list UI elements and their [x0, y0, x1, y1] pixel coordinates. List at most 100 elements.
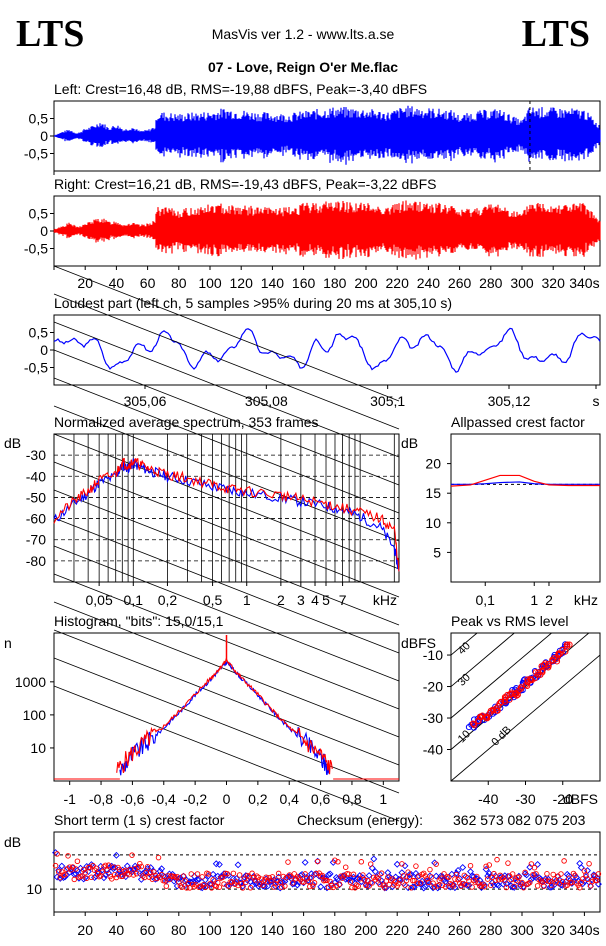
right-waveform-xtick-label: 20	[77, 275, 93, 291]
right-waveform-xtick-label: 60	[140, 275, 156, 291]
crest-point-left	[100, 874, 108, 882]
crest-point-right	[469, 884, 475, 890]
crest-point-right	[503, 884, 510, 891]
spectrum-xtick-label: 5	[322, 592, 330, 608]
crest-point-left	[248, 882, 256, 890]
crest-point-right	[135, 864, 141, 870]
crest-point-right	[488, 882, 494, 889]
crest-point-right	[201, 881, 207, 888]
crest-point-right	[335, 859, 341, 865]
crest-point-left	[424, 877, 432, 885]
histogram-xtick-label: 0,6	[311, 791, 331, 807]
spectrum-xtick-label: 0,05	[86, 592, 113, 608]
crest-point-right	[119, 873, 126, 880]
crest-xtick-label: 20	[77, 922, 93, 938]
crest-point-right	[414, 880, 421, 886]
crest-point-right	[552, 876, 558, 882]
crest-point-right	[202, 884, 209, 891]
crest-point-right	[548, 882, 555, 888]
crest-point-right	[483, 863, 489, 870]
crest-xtick-label: 260	[448, 922, 472, 938]
spectrum-diagonal	[53, 461, 400, 598]
peakrms-point-right	[524, 676, 531, 683]
crest-point-right	[381, 885, 388, 891]
crest-point-right	[152, 872, 159, 879]
crest-xtick-label: 140	[261, 922, 285, 938]
peakrms-point-right	[517, 685, 525, 692]
peakrms-diagonal-label: 0 dB	[489, 724, 513, 748]
crest-point-left	[147, 864, 155, 872]
crest-point-left	[52, 849, 60, 857]
crest-point-left	[234, 861, 242, 869]
allpassed-ytick-label: 15	[425, 485, 441, 501]
crest-point-left	[523, 871, 531, 879]
crest-point-right	[116, 866, 123, 873]
peakrms-point-right	[564, 641, 571, 648]
crest-point-left	[286, 873, 294, 881]
crest-point-right	[162, 878, 168, 884]
crest-point-right	[559, 878, 566, 885]
spectrum-xtick-label: 1	[243, 592, 251, 608]
crest-point-right	[313, 870, 319, 877]
spectrum-diagonal	[53, 657, 400, 794]
crest-point-right	[66, 864, 73, 870]
right-waveform-xtick-label: 220	[386, 275, 410, 291]
crest-point-right	[478, 883, 485, 889]
crest-point-right	[271, 884, 277, 890]
crest-point-right	[307, 883, 313, 890]
crest-point-right	[71, 876, 78, 883]
crest-xtick-label: 120	[230, 922, 254, 938]
crest-ytick-label: 10	[26, 881, 42, 897]
histogram-xtick-label: 0,2	[248, 791, 268, 807]
crest-point-right	[258, 876, 265, 882]
crest-point-right	[282, 883, 288, 889]
peakrms-point-right	[513, 692, 520, 699]
crest-point-right	[294, 873, 301, 880]
peakrms-point-right	[553, 658, 561, 665]
histogram-ylabel: n	[4, 635, 12, 651]
spectrum-xtick-label: 2	[277, 592, 285, 608]
crest-point-right	[403, 877, 410, 884]
crest-point-right	[140, 873, 146, 879]
histogram-xtick-label: -1	[63, 791, 76, 807]
crest-point-right	[112, 871, 118, 878]
crest-point-right	[397, 877, 404, 883]
crest-point-left	[573, 874, 581, 882]
histogram-xtick-label: 0	[223, 791, 231, 807]
crest-point-right	[158, 871, 165, 878]
crest-point-right	[289, 880, 296, 886]
crest-point-left	[432, 872, 440, 880]
crest-point-right	[427, 866, 433, 873]
crest-point-right	[550, 871, 556, 878]
crest-point-left	[81, 874, 89, 882]
crest-point-right	[188, 871, 195, 877]
crest-point-right	[584, 876, 591, 883]
crest-point-left	[566, 876, 574, 884]
crest-point-right	[363, 882, 369, 889]
crest-point-right	[302, 871, 308, 877]
crest-point-right	[399, 861, 405, 867]
peakrms-ytick-label: -40	[423, 742, 443, 758]
crest-point-right	[80, 867, 87, 873]
checksum-value: 362 573 082 075 203	[453, 812, 586, 828]
spectrum-title: Normalized average spectrum, 353 frames	[54, 414, 319, 430]
histogram-xtick-label: 1	[379, 791, 387, 807]
crest-point-right	[534, 883, 541, 889]
loudest-xtick-label: 305,06	[124, 393, 167, 409]
crest-point-right	[62, 871, 68, 878]
spectrum-diagonal	[53, 349, 400, 486]
spectrum-diagonal	[53, 433, 400, 570]
crest-point-right	[385, 874, 391, 880]
crest-point-right	[130, 872, 137, 878]
crest-xtick-label: 300	[510, 922, 534, 938]
peakrms-ytick-label: -30	[423, 710, 443, 726]
spectrum-diagonal	[53, 601, 400, 738]
crest-point-right	[374, 874, 380, 880]
crest-point-left	[55, 866, 63, 874]
file-title: 07 - Love, Reign O'er Me.flac	[207, 59, 399, 75]
crest-point-left	[301, 858, 309, 866]
crest-point-right	[154, 875, 160, 882]
spectrum-ytick-label: -80	[26, 553, 46, 569]
crest-point-right	[74, 858, 81, 865]
crest-point-right	[99, 869, 106, 875]
